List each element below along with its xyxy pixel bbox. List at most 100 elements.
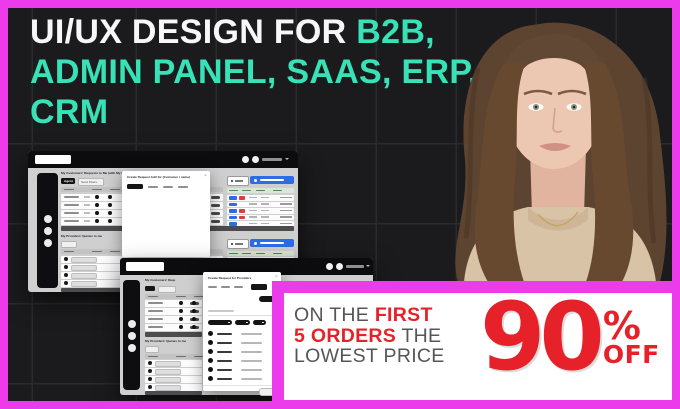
scrollbar-band (145, 332, 202, 337)
green-table-header (227, 251, 294, 256)
tab-mock (158, 286, 176, 293)
table-header (145, 294, 202, 299)
modal-tab-active (251, 284, 267, 290)
close-icon: ✕ (274, 275, 278, 279)
off-label: OFF (602, 340, 660, 369)
contact-row (203, 357, 281, 365)
nav-icon-2 (127, 332, 136, 340)
discount-side: % OFF (602, 304, 660, 383)
gig-title: UI/UX DESIGN FOR B2B, ADMIN PANEL, SAAS,… (30, 12, 478, 132)
primary-action-button (250, 176, 294, 184)
table-row (145, 376, 202, 383)
filters-button (227, 239, 249, 249)
percent-sign: % (602, 304, 641, 348)
nav-icon-1 (43, 215, 52, 223)
modal-title: Create Request for Providers (208, 277, 252, 281)
sidebar-nav-1 (37, 173, 58, 288)
search-input-mock (35, 155, 71, 164)
discount-block: 90 % OFF (480, 283, 660, 392)
title-line1-white: UI/UX DESIGN FOR (30, 13, 357, 51)
title-line1-accent: B2B, (356, 13, 435, 51)
title-line-3: CRM (30, 93, 109, 131)
woman-portrait (455, 22, 667, 282)
modal-tab (221, 286, 230, 288)
section-a-title-1: My Customers' Requests to Me (with My Qu… (61, 172, 132, 176)
profile-icon (252, 156, 259, 163)
tab-send-filters: Send Filters (78, 178, 104, 186)
user-name-mock (346, 265, 364, 268)
notification-icon (242, 156, 249, 163)
filter-chip (235, 320, 250, 325)
browser-header-2 (120, 258, 373, 275)
green-table-header (227, 188, 294, 193)
contact-row (203, 366, 281, 374)
modal-tab (178, 185, 188, 188)
divider (203, 385, 281, 386)
search-placeholder-mock (208, 310, 234, 312)
tab-agent: Agent (61, 178, 75, 184)
modal-tab (234, 286, 243, 288)
create-request-modal-2: Create Request for Providers ✕ (203, 272, 281, 396)
modal-tab (163, 185, 173, 188)
table-row (145, 324, 202, 331)
filters-button (227, 176, 249, 186)
promo-line-1: ON THE FIRST (294, 305, 445, 326)
promo-text: ON THE FIRST 5 ORDERS THE LOWEST PRICE (294, 305, 445, 367)
table-row (145, 368, 202, 375)
user-name-mock (262, 158, 282, 161)
section-a-title-2: My Customers' Requests to Me (with My Qu… (145, 279, 176, 283)
promo-line-2: 5 ORDERS THE (294, 324, 445, 347)
quote-row (227, 201, 294, 207)
modal-tab-active (127, 184, 143, 189)
table-header (145, 354, 202, 359)
filter-chip (253, 320, 266, 325)
nav-icon-3 (43, 239, 52, 247)
quote-row (227, 195, 294, 201)
promo-banner-inner: ON THE FIRST 5 ORDERS THE LOWEST PRICE 9… (284, 283, 672, 400)
footer-band (145, 391, 202, 395)
modal-tab (208, 286, 217, 288)
contact-row (203, 339, 281, 347)
section-b-title-1: My Providers' Quotes to me (61, 235, 103, 239)
table-row (145, 308, 202, 315)
browser-header-1 (28, 151, 298, 168)
create-request-modal-1: Create Request Add for (Customer / name)… (122, 171, 210, 257)
promo-5-orders: 5 ORDERS (294, 324, 397, 347)
modal-title: Create Request Add for (Customer / name) (127, 176, 190, 180)
modal-tab (148, 185, 158, 188)
search-input-mock (126, 262, 164, 271)
chevron-down-icon (366, 265, 370, 267)
promo-on-the: ON THE (294, 304, 375, 326)
title-line-1: UI/UX DESIGN FOR B2B, (30, 12, 478, 52)
promo-the: THE (396, 324, 442, 347)
quote-row (227, 221, 294, 226)
contact-row (203, 348, 281, 356)
nav-icon-3 (127, 344, 136, 352)
title-line-2: ADMIN PANEL, SAAS, ERP, (30, 53, 478, 91)
dashboard-screenshot-1: My Customers' Requests to Me (with My Qu… (28, 151, 298, 292)
contact-row (203, 375, 281, 383)
nav-icon-2 (43, 227, 52, 235)
discount-number: 90 (480, 283, 605, 392)
notification-icon (326, 263, 333, 270)
primary-action-button (250, 239, 294, 247)
sidebar-nav-2 (123, 280, 140, 390)
tab-mock (61, 241, 77, 248)
table-row (145, 300, 202, 307)
quote-row (227, 214, 294, 220)
chevron-down-icon (285, 158, 289, 160)
portrait-photo (408, 8, 672, 282)
nav-icon-1 (127, 320, 136, 328)
divider (208, 315, 276, 316)
promo-first: FIRST (374, 304, 433, 326)
tab-mock (145, 286, 155, 291)
promo-banner: ON THE FIRST 5 ORDERS THE LOWEST PRICE 9… (272, 281, 680, 409)
section-b-title-2: My Providers' Quotes to me (145, 340, 187, 344)
table-row (145, 384, 202, 391)
profile-icon (336, 263, 343, 270)
filter-chip (208, 320, 232, 325)
contact-row (203, 330, 281, 338)
close-icon: ✕ (203, 174, 207, 178)
table-row (145, 316, 202, 323)
